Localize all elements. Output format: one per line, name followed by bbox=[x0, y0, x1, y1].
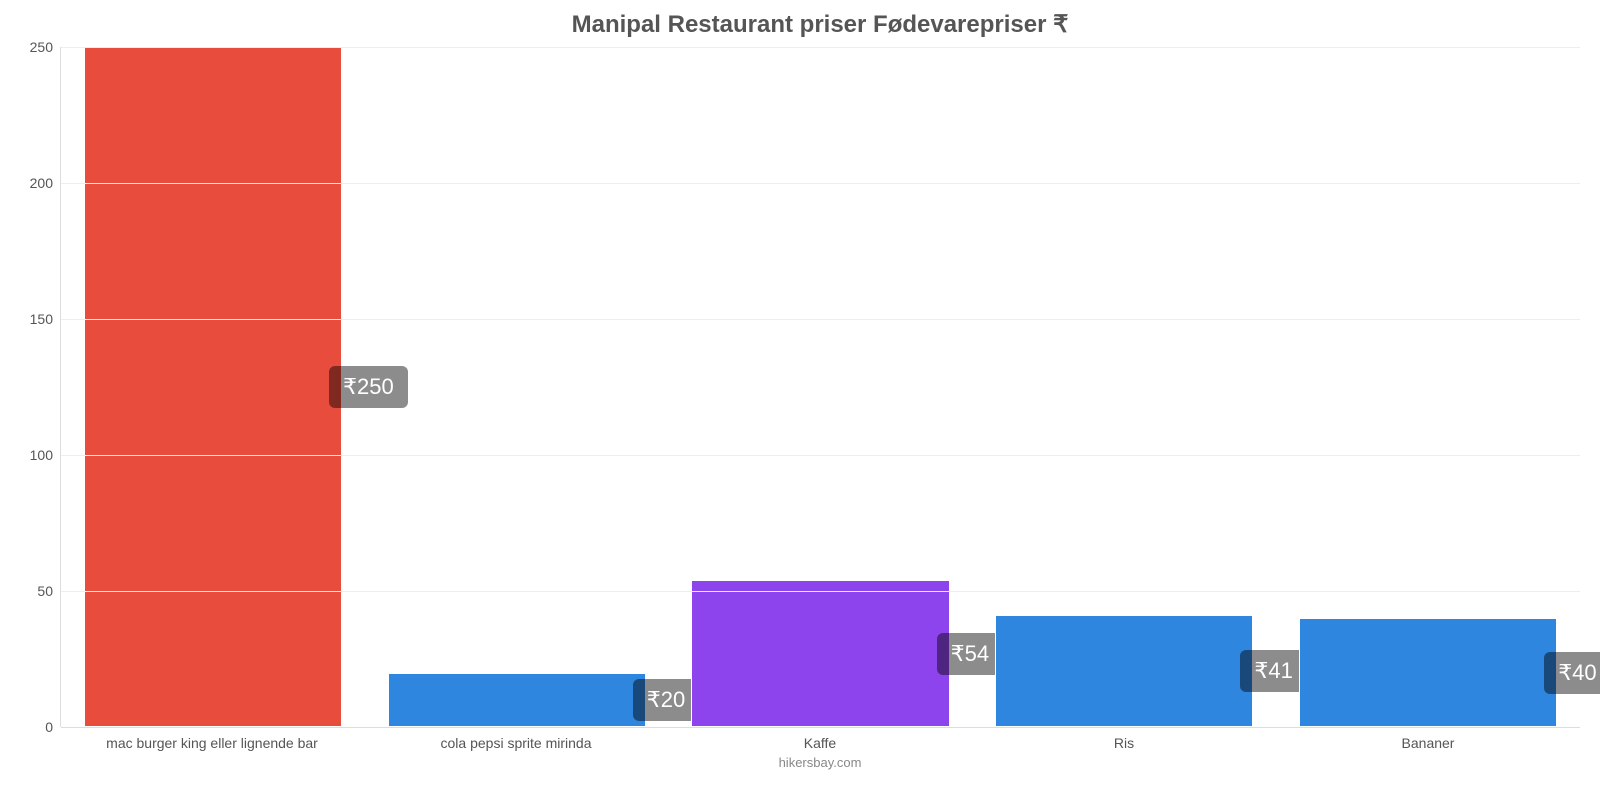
bar-slot: ₹54 bbox=[669, 47, 973, 727]
bar-slot: ₹250 bbox=[61, 47, 365, 727]
y-tick-label: 100 bbox=[30, 447, 61, 463]
x-axis-labels: mac burger king eller lignende barcola p… bbox=[60, 735, 1580, 751]
bar-slot: ₹20 bbox=[365, 47, 669, 727]
gridline bbox=[61, 183, 1580, 184]
bar: ₹20 bbox=[388, 673, 646, 727]
x-axis-label: Bananer bbox=[1276, 735, 1580, 751]
gridline bbox=[61, 47, 1580, 48]
y-tick-label: 50 bbox=[37, 583, 61, 599]
value-badge: ₹40 bbox=[1544, 652, 1600, 694]
bar: ₹54 bbox=[691, 580, 949, 727]
y-tick-label: 150 bbox=[30, 311, 61, 327]
x-axis-label: cola pepsi sprite mirinda bbox=[364, 735, 668, 751]
chart-container: Manipal Restaurant priser Fødevarepriser… bbox=[0, 0, 1600, 800]
bar: ₹40 bbox=[1299, 618, 1557, 727]
credit-text: hikersbay.com bbox=[60, 755, 1580, 770]
x-axis-label: Ris bbox=[972, 735, 1276, 751]
x-axis-label: Kaffe bbox=[668, 735, 972, 751]
gridline bbox=[61, 319, 1580, 320]
bar: ₹41 bbox=[995, 615, 1253, 727]
bar-slot: ₹40 bbox=[1276, 47, 1580, 727]
bar: ₹250 bbox=[84, 47, 342, 727]
y-tick-label: 0 bbox=[45, 719, 61, 735]
chart-title: Manipal Restaurant priser Fødevarepriser… bbox=[60, 10, 1580, 39]
plot-area: ₹250₹20₹54₹41₹40 050100150200250 bbox=[60, 47, 1580, 727]
gridline bbox=[61, 727, 1580, 728]
y-tick-label: 250 bbox=[30, 39, 61, 55]
bar-slot: ₹41 bbox=[972, 47, 1276, 727]
gridline bbox=[61, 591, 1580, 592]
x-axis-label: mac burger king eller lignende bar bbox=[60, 735, 364, 751]
y-tick-label: 200 bbox=[30, 175, 61, 191]
bars-row: ₹250 ₹20 ₹54 ₹41 ₹40 bbox=[61, 47, 1580, 727]
gridline bbox=[61, 455, 1580, 456]
